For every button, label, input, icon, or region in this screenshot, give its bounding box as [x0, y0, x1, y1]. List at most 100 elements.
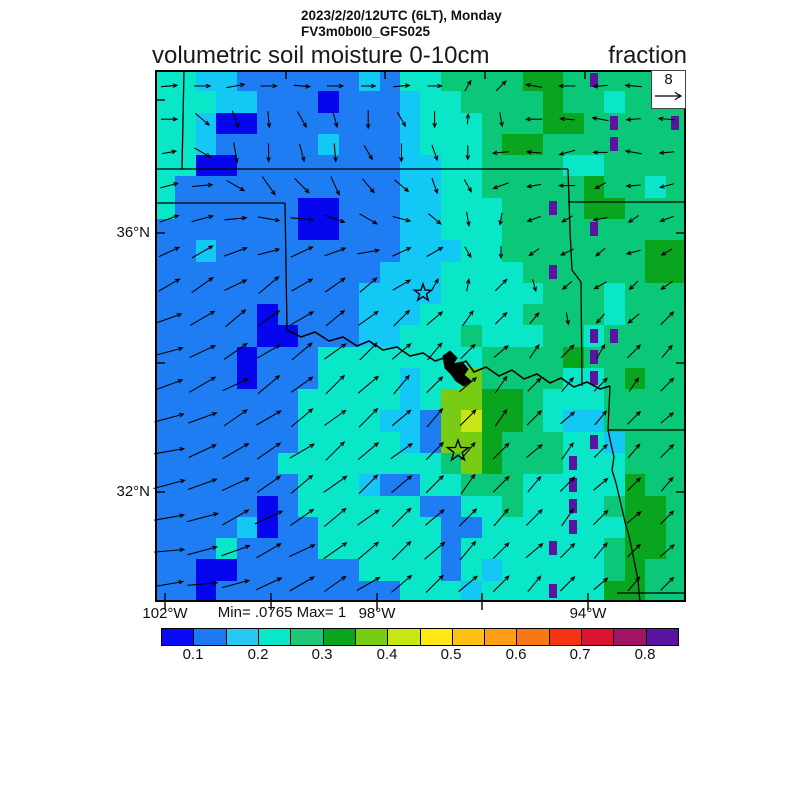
moisture-cell: [543, 389, 564, 411]
moisture-cell: [665, 261, 686, 283]
moisture-cell: [195, 218, 217, 241]
moisture-cell: [420, 155, 441, 177]
moisture-cell: [155, 538, 176, 560]
moisture-cell: [400, 580, 421, 602]
moisture-cell: [175, 282, 196, 305]
moisture-cell: [502, 367, 523, 390]
moisture-cell: [195, 389, 217, 411]
moisture-cell: [297, 282, 319, 305]
moisture-cell: [624, 91, 646, 113]
high-moisture-speck: [548, 541, 557, 556]
moisture-cell: [543, 240, 564, 262]
moisture-cell: [583, 112, 605, 134]
moisture-cell: [461, 474, 482, 496]
moisture-cell: [563, 538, 584, 560]
moisture-cell: [216, 538, 237, 560]
moisture-cell: [175, 112, 196, 134]
moisture-cell: [297, 304, 319, 326]
soil-moisture-field: [155, 70, 686, 602]
moisture-cell: [216, 304, 237, 326]
colorbar-tick-label: 0.5: [440, 646, 462, 663]
moisture-cell: [420, 91, 441, 113]
moisture-cell: [481, 346, 503, 368]
moisture-cell: [257, 155, 278, 177]
moisture-cell: [277, 367, 298, 390]
map-canvas[interactable]: 8: [153, 69, 686, 610]
moisture-cell: [195, 559, 217, 581]
moisture-cell: [236, 474, 258, 496]
moisture-cell: [379, 133, 401, 156]
moisture-cell: [297, 155, 319, 177]
moisture-cell: [583, 176, 605, 198]
moisture-cell: [481, 495, 503, 517]
moisture-cell: [420, 197, 441, 219]
moisture-cell: [318, 282, 339, 305]
moisture-cell: [155, 218, 176, 241]
moisture-cell: [155, 367, 176, 390]
moisture-cell: [522, 410, 544, 432]
moisture-cell: [481, 325, 503, 347]
colorbar-segment: [485, 629, 518, 645]
moisture-cell: [236, 325, 258, 347]
moisture-cell: [359, 474, 380, 496]
moisture-cell: [257, 346, 278, 368]
moisture-cell: [583, 410, 605, 432]
high-moisture-speck: [569, 498, 578, 513]
moisture-cell: [604, 410, 625, 432]
moisture-cell: [420, 431, 441, 454]
moisture-cell: [236, 389, 258, 411]
moisture-cell: [338, 304, 360, 326]
moisture-cell: [359, 70, 380, 92]
moisture-cell: [583, 70, 605, 92]
moisture-cell: [359, 580, 380, 602]
moisture-cell: [338, 133, 360, 156]
moisture-cell: [338, 538, 360, 560]
moisture-cell: [338, 325, 360, 347]
moisture-cell: [624, 282, 646, 305]
moisture-cell: [195, 325, 217, 347]
moisture-cell: [359, 133, 380, 156]
moisture-cell: [420, 261, 441, 283]
moisture-cell: [604, 367, 625, 390]
moisture-cell: [420, 304, 441, 326]
moisture-cell: [216, 474, 237, 496]
moisture-cell: [195, 304, 217, 326]
moisture-cell: [359, 538, 380, 560]
colorbar-segment: [549, 629, 583, 645]
moisture-cell: [216, 176, 237, 198]
moisture-cell: [665, 367, 686, 390]
moisture-cell: [522, 218, 544, 241]
moisture-cell: [583, 580, 605, 602]
moisture-cell: [645, 453, 666, 475]
moisture-cell: [624, 218, 646, 241]
moisture-cell: [236, 70, 258, 92]
moisture-cell: [216, 495, 237, 517]
moisture-cell: [645, 112, 666, 134]
moisture-cell: [440, 70, 462, 92]
moisture-cell: [379, 176, 401, 198]
moisture-cell: [297, 197, 319, 219]
moisture-cell: [522, 112, 544, 134]
moisture-cell: [216, 218, 237, 241]
moisture-cell: [502, 218, 523, 241]
moisture-cell: [297, 325, 319, 347]
moisture-cell: [583, 325, 605, 347]
high-moisture-speck: [548, 264, 557, 279]
moisture-cell: [502, 91, 523, 113]
moisture-cell: [624, 240, 646, 262]
moisture-cell: [522, 453, 544, 475]
moisture-cell: [522, 474, 544, 496]
moisture-cell: [359, 431, 380, 454]
moisture-cell: [195, 538, 217, 560]
moisture-cell: [338, 218, 360, 241]
moisture-cell: [604, 155, 625, 177]
moisture-cell: [236, 453, 258, 475]
moisture-cell: [379, 516, 401, 539]
moisture-cell: [277, 495, 298, 517]
moisture-cell: [461, 282, 482, 305]
moisture-cell: [461, 346, 482, 368]
moisture-cell: [604, 516, 625, 539]
moisture-cell: [440, 133, 462, 156]
moisture-cell: [359, 389, 380, 411]
moisture-cell: [318, 495, 339, 517]
